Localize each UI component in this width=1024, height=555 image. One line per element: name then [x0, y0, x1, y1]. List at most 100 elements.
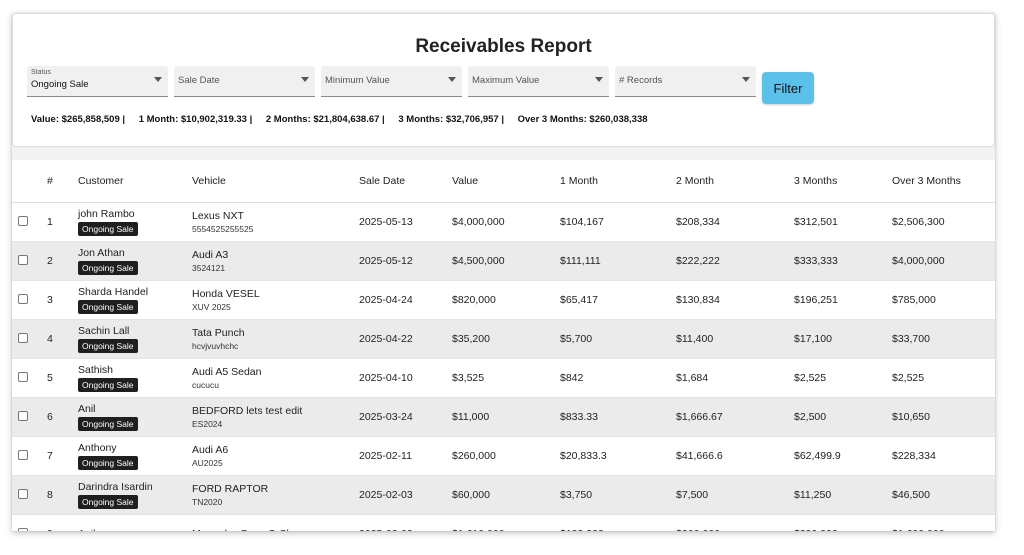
summary-over-3-months: Over 3 Months: $260,038,338 — [517, 114, 648, 125]
sale-date-placeholder: Sale Date — [178, 75, 220, 86]
table-header-row: # Customer Vehicle Sale Date Value 1 Mon… — [12, 160, 995, 203]
row-checkbox[interactable] — [18, 527, 28, 531]
row-checkbox[interactable] — [18, 410, 28, 421]
vehicle-name: FORD RAPTOR — [192, 483, 269, 495]
sale-date-select[interactable]: Sale Date — [174, 66, 315, 97]
three-months-cell: $196,251 — [794, 280, 892, 320]
maximum-value-placeholder: Maximum Value — [472, 75, 540, 86]
column-header[interactable]: 3 Months — [794, 160, 892, 203]
vehicle-name: BEDFORD lets test edit — [192, 405, 303, 417]
row-select-cell — [12, 514, 47, 531]
column-header[interactable]: # — [47, 160, 78, 203]
column-header[interactable]: Sale Date — [359, 160, 452, 203]
page-title: Receivables Report — [415, 36, 592, 57]
two-month-cell: $266,666 — [676, 514, 794, 531]
row-checkbox[interactable] — [18, 293, 28, 304]
vehicle-code: hcvjvuvhchc — [192, 341, 239, 351]
three-months-cell: $17,100 — [794, 319, 892, 359]
sale-date-cell: 2025-05-13 — [359, 202, 452, 242]
chevron-down-icon — [742, 77, 750, 82]
customer-name[interactable]: Jon Athan — [78, 247, 125, 259]
table-row[interactable]: 6 Anil Ongoing Sale BEDFORD lets test edit E… — [12, 397, 995, 437]
two-month-cell: $130,834 — [676, 280, 794, 320]
status-badge: Ongoing Sale — [78, 261, 138, 275]
records-select[interactable]: # Records — [615, 66, 756, 97]
table-row[interactable]: 5 Sathish Ongoing Sale Audi A5 Sedan cucucu 2… — [12, 358, 995, 398]
one-month-cell: $133,333 — [560, 514, 676, 531]
value-cell: $820,000 — [452, 280, 560, 320]
one-month-cell: $833.33 — [560, 397, 676, 437]
row-select-cell — [12, 319, 47, 359]
row-checkbox[interactable] — [18, 371, 28, 382]
table-row[interactable]: 8 Darindra Isardin Ongoing Sale FORD RAPTOR… — [12, 475, 995, 515]
row-checkbox[interactable] — [18, 488, 28, 499]
customer-name[interactable]: Anthony — [78, 442, 117, 454]
vehicle-cell: Tata Punch hcvjvuvhchc — [192, 319, 359, 359]
sale-date-cell: 2025-04-24 — [359, 280, 452, 320]
table-row[interactable]: 1 john Rambo Ongoing Sale Lexus NXT 55545252… — [12, 202, 995, 242]
one-month-cell: $65,417 — [560, 280, 676, 320]
minimum-value-select[interactable]: Minimum Value — [321, 66, 462, 97]
vehicle-code: XUV 2025 — [192, 302, 231, 312]
filter-card: Receivables Report Status Ongoing Sale S… — [12, 13, 995, 147]
over-three-months-cell: $2,506,300 — [892, 202, 995, 242]
table-row[interactable]: 3 Sharda Handel Ongoing Sale Honda VESEL XUV… — [12, 280, 995, 320]
one-month-cell: $111,111 — [560, 241, 676, 281]
vehicle-cell: Mercedes Benz C-Class — [192, 514, 359, 531]
vehicle-code: 3524121 — [192, 263, 226, 273]
column-header[interactable]: 2 Month — [676, 160, 794, 203]
summary-3-months: 3 Months: $32,706,957 | — [398, 114, 504, 125]
sale-date-cell: 2025-02-02 — [359, 514, 452, 531]
row-checkbox[interactable] — [18, 215, 28, 226]
column-header[interactable]: Vehicle — [192, 160, 359, 203]
sale-date-cell: 2025-02-11 — [359, 436, 452, 476]
row-checkbox[interactable] — [18, 449, 28, 460]
customer-name[interactable]: john Rambo — [78, 208, 135, 220]
over-three-months-cell: $1,600,000 — [892, 514, 995, 531]
status-label: Status — [31, 69, 51, 76]
customer-name[interactable]: Sachin Lall — [78, 325, 130, 337]
status-value: Ongoing Sale — [31, 79, 89, 90]
three-months-cell: $2,500 — [794, 397, 892, 437]
chevron-down-icon — [595, 77, 603, 82]
sale-date-cell: 2025-05-12 — [359, 241, 452, 281]
column-header[interactable]: 1 Month — [560, 160, 676, 203]
status-select[interactable]: Status Ongoing Sale — [27, 66, 168, 97]
customer-name[interactable]: Anil — [78, 403, 96, 415]
summary-totals: Value: $265,858,509 | 1 Month: $10,902,3… — [31, 114, 659, 125]
vehicle-cell: Audi A3 3524121 — [192, 241, 359, 281]
two-month-cell: $222,222 — [676, 241, 794, 281]
row-checkbox[interactable] — [18, 254, 28, 265]
two-month-cell: $11,400 — [676, 319, 794, 359]
over-three-months-cell: $228,334 — [892, 436, 995, 476]
column-header[interactable]: Customer — [78, 160, 192, 203]
status-badge: Ongoing Sale — [78, 222, 138, 236]
value-cell: $4,500,000 — [452, 241, 560, 281]
table-row[interactable]: 7 Anthony Ongoing Sale Audi A6 AU2025 2025-02… — [12, 436, 995, 476]
column-header[interactable]: Value — [452, 160, 560, 203]
status-badge: Ongoing Sale — [78, 378, 138, 392]
table-row[interactable]: 4 Sachin Lall Ongoing Sale Tata Punch hcvjvu… — [12, 319, 995, 359]
customer-name[interactable]: Darindra Isardin — [78, 481, 153, 493]
maximum-value-select[interactable]: Maximum Value — [468, 66, 609, 97]
table-row[interactable]: 9AnilMercedes Benz C-Class2025-02-02$1,6… — [12, 514, 995, 532]
row-select-cell — [12, 475, 47, 515]
column-header[interactable]: Over 3 Months — [892, 160, 995, 203]
customer-cell: Sharda Handel Ongoing Sale — [78, 280, 192, 320]
row-number: 1 — [47, 202, 78, 242]
two-month-cell: $7,500 — [676, 475, 794, 515]
row-checkbox[interactable] — [18, 332, 28, 343]
vehicle-code: AU2025 — [192, 458, 223, 468]
table-row[interactable]: 2 Jon Athan Ongoing Sale Audi A3 3524121 2025… — [12, 241, 995, 281]
vehicle-cell: FORD RAPTOR TN2020 — [192, 475, 359, 515]
customer-name[interactable]: Sharda Handel — [78, 286, 149, 298]
customer-cell: Anil — [78, 514, 192, 532]
customer-name[interactable]: Sathish — [78, 364, 114, 376]
customer-name[interactable]: Anil — [78, 528, 192, 532]
row-number: 2 — [47, 241, 78, 281]
receivables-table-container: # Customer Vehicle Sale Date Value 1 Mon… — [12, 160, 995, 531]
filter-button[interactable]: Filter — [762, 72, 814, 104]
over-three-months-cell: $2,525 — [892, 358, 995, 398]
two-month-cell: $1,684 — [676, 358, 794, 398]
status-badge: Ongoing Sale — [78, 300, 138, 314]
